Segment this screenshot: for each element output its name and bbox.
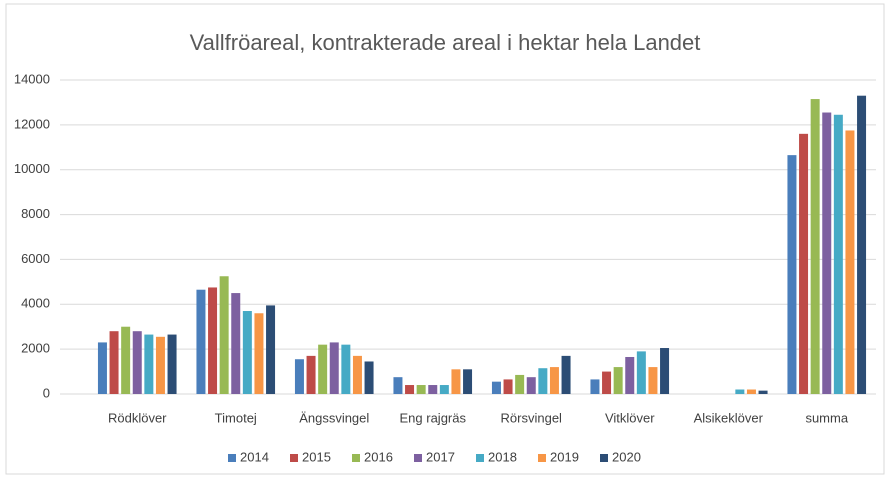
y-tick-label: 2000 (21, 341, 50, 356)
bar (613, 367, 623, 394)
bar (109, 331, 119, 394)
bar (526, 377, 536, 394)
bar (561, 355, 571, 394)
legend-label: 2019 (550, 449, 579, 464)
bar (799, 133, 809, 395)
bar (266, 305, 276, 394)
bar (451, 369, 461, 394)
y-tick-label: 6000 (21, 251, 50, 266)
bar (352, 355, 362, 394)
bar (306, 355, 316, 394)
bar (242, 311, 252, 394)
bar (167, 334, 177, 394)
legend-label: 2014 (240, 449, 269, 464)
bar (121, 326, 131, 394)
bar (491, 381, 501, 394)
bar (231, 293, 241, 394)
bar (660, 348, 670, 394)
bar (503, 379, 513, 394)
bar (857, 95, 867, 394)
x-tick-label: Ängssvingel (299, 410, 369, 425)
legend-swatch (290, 454, 298, 462)
bar (515, 374, 525, 394)
chart-title: Vallfröareal, kontrakterade areal i hekt… (190, 30, 701, 55)
y-tick-label: 14000 (14, 71, 50, 86)
bar (463, 369, 473, 394)
bar (97, 342, 107, 394)
bar (746, 389, 756, 394)
y-tick-label: 4000 (21, 296, 50, 311)
bar (254, 313, 264, 394)
legend-label: 2017 (426, 449, 455, 464)
legend-swatch (228, 454, 236, 462)
x-tick-label: Timotej (215, 410, 257, 425)
y-tick-label: 0 (43, 385, 50, 400)
x-tick-label: summa (805, 410, 848, 425)
legend-swatch (476, 454, 484, 462)
bar (393, 377, 403, 394)
bar (132, 331, 142, 394)
bar (405, 385, 415, 394)
bar (196, 289, 206, 394)
bar (155, 336, 165, 394)
bar (416, 385, 426, 394)
bar (590, 379, 600, 394)
bar (294, 359, 304, 394)
legend-label: 2016 (364, 449, 393, 464)
y-tick-label: 12000 (14, 116, 50, 131)
y-tick-label: 10000 (14, 161, 50, 176)
bar (810, 99, 820, 395)
bar (208, 287, 218, 394)
bar (329, 342, 339, 394)
bar (648, 367, 658, 394)
bar (538, 368, 548, 394)
y-tick-label: 8000 (21, 206, 50, 221)
chart-frame (5, 3, 885, 475)
bar (549, 367, 559, 394)
bar (758, 390, 768, 394)
x-tick-label: Alsikeklöver (694, 410, 764, 425)
bar (833, 114, 843, 394)
bar (318, 344, 328, 394)
bar (219, 276, 229, 394)
bar (428, 385, 438, 394)
legend-label: 2018 (488, 449, 517, 464)
bar (636, 351, 646, 394)
bar (144, 334, 154, 394)
bar (364, 361, 374, 394)
x-tick-label: Eng rajgräs (400, 410, 467, 425)
bar (845, 130, 855, 394)
legend-label: 2015 (302, 449, 331, 464)
legend-swatch (600, 454, 608, 462)
legend-swatch (414, 454, 422, 462)
bar (625, 356, 635, 394)
legend-swatch (538, 454, 546, 462)
bar (787, 155, 797, 394)
x-tick-label: Rödklöver (108, 410, 167, 425)
bar (341, 344, 351, 394)
bar (735, 389, 745, 394)
bar (439, 385, 449, 394)
x-tick-label: Vitklöver (605, 410, 655, 425)
bar (602, 371, 612, 394)
bar (822, 112, 832, 395)
legend-label: 2020 (612, 449, 641, 464)
x-tick-label: Rörsvingel (501, 410, 563, 425)
legend-swatch (352, 454, 360, 462)
